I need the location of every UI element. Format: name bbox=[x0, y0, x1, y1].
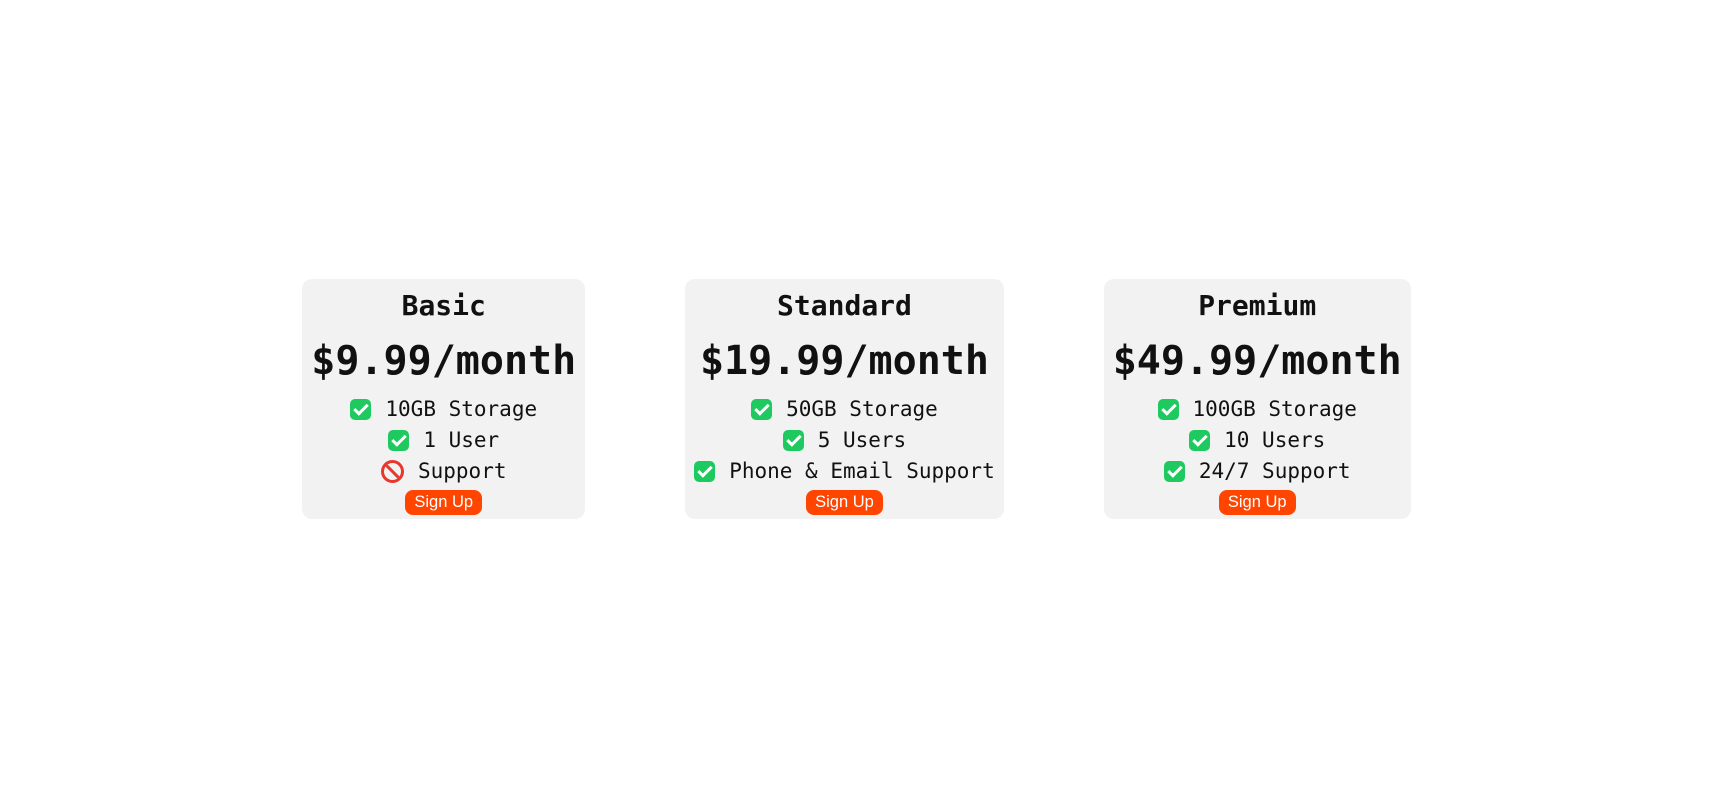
feature-label: 100GB Storage bbox=[1192, 396, 1357, 421]
plan-name: Premium bbox=[1198, 288, 1317, 322]
check-icon bbox=[350, 398, 372, 420]
plan-name: Basic bbox=[401, 288, 486, 322]
feature-item: Phone & Email Support bbox=[694, 459, 995, 484]
check-icon bbox=[388, 429, 410, 451]
feature-list: 10GB Storage 1 User Support bbox=[311, 397, 576, 485]
feature-item: 5 Users bbox=[694, 428, 995, 453]
feature-label: 50GB Storage bbox=[786, 396, 938, 421]
feature-list: 50GB Storage 5 Users Phone & Email Suppo… bbox=[694, 397, 995, 485]
feature-label: 10 Users bbox=[1224, 427, 1326, 452]
feature-item: 100GB Storage bbox=[1113, 397, 1402, 422]
feature-item: Support bbox=[311, 459, 576, 484]
sign-up-button[interactable]: Sign Up bbox=[806, 490, 883, 516]
feature-label: 10GB Storage bbox=[385, 396, 538, 421]
pricing-card-standard: Standard $19.99/month 50GB Storage 5 Use… bbox=[685, 278, 1004, 520]
feature-item: 1 User bbox=[311, 428, 576, 453]
feature-item: 10GB Storage bbox=[311, 397, 576, 422]
feature-item: 10 Users bbox=[1113, 428, 1402, 453]
feature-item: 50GB Storage bbox=[694, 397, 995, 422]
check-icon bbox=[1157, 398, 1179, 420]
plan-price: $49.99/month bbox=[1112, 337, 1402, 384]
sign-up-button[interactable]: Sign Up bbox=[405, 490, 483, 516]
feature-label: 24/7 Support bbox=[1198, 458, 1351, 483]
check-icon bbox=[694, 460, 716, 482]
feature-label: Support bbox=[417, 458, 507, 483]
feature-label: 1 User bbox=[423, 427, 500, 452]
pricing-card-basic: Basic $9.99/month 10GB Storage 1 User Su… bbox=[302, 278, 586, 520]
pricing-card-premium: Premium $49.99/month 100GB Storage 10 Us… bbox=[1103, 278, 1411, 520]
plan-price: $19.99/month bbox=[699, 337, 989, 384]
check-icon bbox=[782, 429, 804, 451]
sign-up-button[interactable]: Sign Up bbox=[1218, 490, 1296, 516]
check-icon bbox=[1163, 460, 1185, 482]
plan-name: Standard bbox=[777, 288, 912, 322]
check-icon bbox=[1189, 429, 1211, 451]
feature-label: Phone & Email Support bbox=[729, 458, 995, 483]
feature-label: 5 Users bbox=[817, 427, 907, 452]
plan-price: $9.99/month bbox=[311, 337, 577, 384]
check-icon bbox=[751, 398, 773, 420]
feature-list: 100GB Storage 10 Users 24/7 Support bbox=[1113, 397, 1402, 485]
no-icon bbox=[380, 459, 404, 483]
feature-item: 24/7 Support bbox=[1113, 459, 1402, 484]
